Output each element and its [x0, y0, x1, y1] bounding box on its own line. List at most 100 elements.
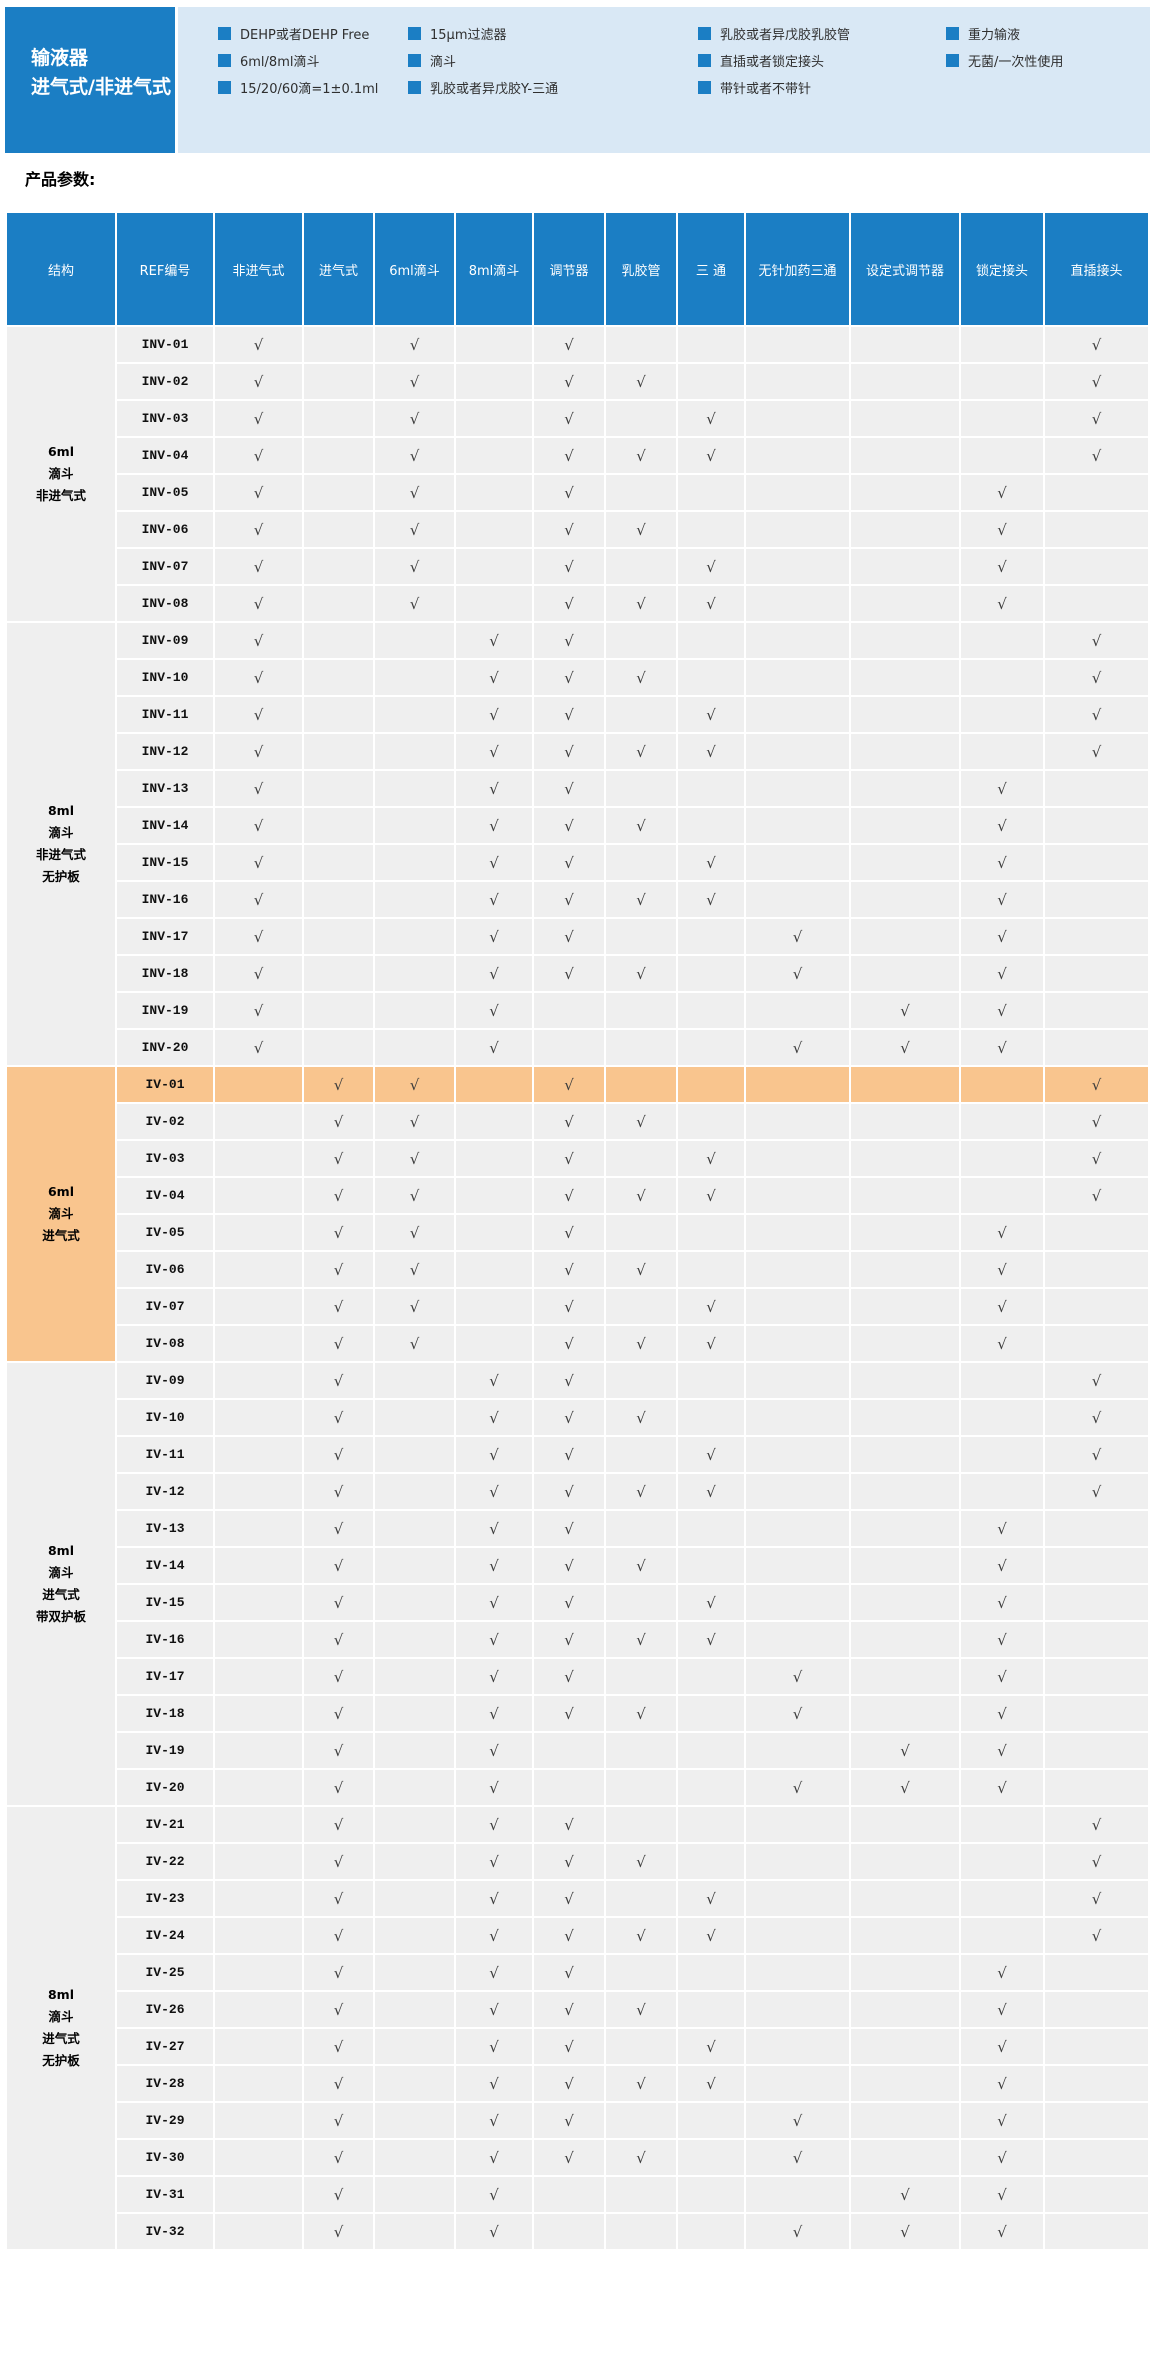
- ref-cell: INV-20: [115, 1028, 215, 1067]
- check-icon: √: [489, 1371, 499, 1390]
- empty-cell: [454, 1102, 534, 1141]
- check-icon: √: [409, 1112, 420, 1131]
- check-cell: √: [1043, 658, 1150, 697]
- empty-cell: [213, 1176, 304, 1215]
- ref-cell: IV-19: [115, 1731, 215, 1770]
- check-icon: √: [489, 742, 499, 761]
- empty-cell: [1043, 2101, 1150, 2140]
- check-cell: √: [454, 806, 534, 845]
- ref-cell: IV-29: [115, 2101, 215, 2140]
- empty-cell: [1043, 1731, 1150, 1770]
- ref-cell: IV-05: [115, 1213, 215, 1252]
- check-icon: √: [997, 2111, 1007, 2130]
- empty-cell: [1043, 2064, 1150, 2103]
- check-cell: √: [532, 1694, 606, 1733]
- empty-cell: [959, 621, 1045, 660]
- ref-cell: INV-11: [115, 695, 215, 734]
- check-icon: √: [636, 1186, 646, 1205]
- check-cell: √: [532, 325, 606, 364]
- empty-cell: [676, 1990, 746, 2029]
- empty-cell: [373, 2175, 456, 2214]
- empty-cell: [604, 1139, 678, 1178]
- empty-cell: [213, 1472, 304, 1511]
- check-cell: √: [849, 2212, 961, 2251]
- table-row-IV-13: IV-13 √ √ √ √: [6, 1509, 1150, 1548]
- check-icon: √: [489, 1630, 499, 1649]
- empty-cell: [1043, 1287, 1150, 1326]
- table-row-INV-03: INV-03 √ √ √ √ √: [6, 399, 1150, 438]
- empty-cell: [849, 769, 961, 808]
- check-icon: √: [564, 2148, 574, 2167]
- empty-cell: [744, 473, 851, 512]
- check-icon: √: [564, 853, 574, 872]
- check-cell: √: [676, 436, 746, 475]
- check-icon: √: [489, 1038, 499, 1057]
- check-cell: √: [1043, 732, 1150, 771]
- check-cell: √: [676, 1472, 746, 1511]
- empty-cell: [302, 806, 375, 845]
- check-icon: √: [409, 372, 420, 391]
- feature-column-1: 15μm过滤器 滴斗 乳胶或者异戊胶Y-三通: [408, 24, 698, 153]
- check-cell: √: [604, 1102, 678, 1141]
- check-icon: √: [564, 779, 574, 798]
- column-header-8: 三 通: [676, 211, 746, 327]
- ref-cell: IV-28: [115, 2064, 215, 2103]
- check-cell: √: [959, 769, 1045, 808]
- check-cell: √: [302, 1139, 375, 1178]
- column-header-6: 调节器: [532, 211, 606, 327]
- product-spec-table: 结构 REF编号 非进气式 进气式 6ml滴斗 8ml滴斗 调节器 乳胶管三 通无针加药三通设…: [5, 211, 1150, 2251]
- bullet-square-icon: [946, 27, 959, 40]
- table-row-IV-19: IV-19 √ √ √ √: [6, 1731, 1150, 1770]
- empty-cell: [744, 1879, 851, 1918]
- check-icon: √: [564, 1297, 574, 1316]
- banner-title-line2: 进气式/非进气式: [31, 76, 171, 99]
- empty-cell: [849, 1953, 961, 1992]
- bullet-square-icon: [218, 54, 231, 67]
- section-title: 产品参数:: [25, 170, 96, 189]
- empty-cell: [744, 547, 851, 586]
- check-cell: √: [744, 2138, 851, 2177]
- check-icon: √: [706, 1297, 716, 1316]
- check-cell: √: [213, 510, 304, 549]
- empty-cell: [373, 732, 456, 771]
- check-cell: √: [302, 1990, 375, 2029]
- empty-cell: [849, 325, 961, 364]
- check-cell: √: [676, 1620, 746, 1659]
- empty-cell: [373, 1620, 456, 1659]
- empty-cell: [849, 1694, 961, 1733]
- check-icon: √: [333, 1075, 344, 1094]
- empty-cell: [213, 2175, 304, 2214]
- check-cell: √: [532, 1398, 606, 1437]
- table-row-INV-19: INV-19 √ √ √ √: [6, 991, 1150, 1030]
- empty-cell: [849, 1472, 961, 1511]
- banner-title: 输液器 进气式/非进气式: [5, 7, 175, 153]
- check-cell: √: [1043, 1805, 1150, 1844]
- empty-cell: [532, 1768, 606, 1807]
- empty-cell: [213, 1583, 304, 1622]
- check-icon: √: [636, 1112, 646, 1131]
- check-icon: √: [564, 668, 574, 687]
- check-icon: √: [253, 668, 264, 687]
- empty-cell: [1043, 1694, 1150, 1733]
- empty-cell: [959, 1435, 1045, 1474]
- empty-cell: [959, 1176, 1045, 1215]
- check-icon: √: [1091, 1112, 1102, 1131]
- check-icon: √: [997, 2148, 1007, 2167]
- empty-cell: [849, 2101, 961, 2140]
- check-cell: √: [373, 510, 456, 549]
- check-icon: √: [564, 2074, 574, 2093]
- check-cell: √: [604, 732, 678, 771]
- empty-cell: [849, 1990, 961, 2029]
- check-cell: √: [604, 436, 678, 475]
- feature-item: 乳胶或者异戊胶Y-三通: [408, 78, 698, 97]
- empty-cell: [213, 2101, 304, 2140]
- check-cell: √: [213, 732, 304, 771]
- check-cell: √: [744, 917, 851, 956]
- feature-item-label: 6ml/8ml滴斗: [240, 55, 320, 70]
- structure-group-label-line: 滴斗: [48, 2009, 74, 2025]
- structure-group-label-line: 6ml: [47, 1184, 74, 1200]
- check-cell: √: [676, 843, 746, 882]
- table-row-INV-16: INV-16 √ √ √ √ √ √: [6, 880, 1150, 919]
- check-cell: √: [532, 1287, 606, 1326]
- feature-item-label: 带针或者不带针: [720, 82, 812, 97]
